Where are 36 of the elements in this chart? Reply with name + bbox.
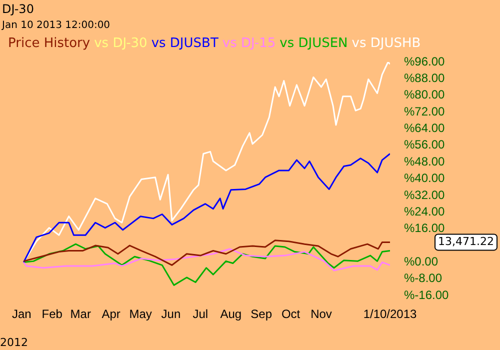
y-tick-label: %-8.00 — [404, 271, 442, 286]
y-tick-label: %24.00 — [404, 204, 446, 218]
y-tick-label: %88.00 — [404, 71, 446, 85]
chart-title: DJ-30 — [2, 2, 34, 16]
x-tick-label: Nov — [310, 307, 332, 322]
text: Price History — [8, 36, 90, 51]
x-tick-label: Feb — [42, 307, 63, 322]
x-tick-label: Jul — [192, 307, 208, 322]
x-tick-label: Jan — [12, 307, 32, 322]
y-tick-label: %40.00 — [404, 171, 446, 186]
chart-subtitle: Jan 10 2013 12:00:00 — [2, 20, 110, 31]
text: vs DJUSBT — [151, 36, 218, 51]
text: vs DJUSEN — [280, 36, 348, 51]
text: 13,471.22 — [438, 235, 494, 248]
series-label: vs DJUSHB — [352, 36, 421, 51]
text: vs DJ-15 — [222, 36, 276, 51]
text: 2012 — [0, 336, 28, 349]
y-tick-label: %96.00 — [404, 54, 446, 68]
y-tick-label: %64.00 — [404, 121, 446, 136]
x-tick-label: Aug — [220, 307, 242, 322]
x-tick-label: Jun — [161, 307, 181, 322]
y-tick-label: %56.00 — [404, 138, 446, 152]
y-tick-label: %48.00 — [404, 154, 446, 168]
legend-label: vs DJ-30 — [94, 36, 148, 51]
x-tick-label: Apr — [102, 307, 120, 322]
x-tick-label: May — [129, 307, 152, 322]
x-tick-label: Mar — [70, 307, 91, 322]
x-tick-label: 1/10/2013 — [363, 307, 418, 322]
x-tick-label: Sep — [250, 307, 272, 322]
x-tick-label: Oct — [281, 307, 301, 322]
y-tick-label: %-16.00 — [404, 288, 450, 302]
y-tick-label: %80.00 — [404, 88, 446, 102]
y-tick-label: %0.00 — [404, 254, 438, 269]
y-tick-label: %16.00 — [404, 221, 446, 236]
y-tick-label: %72.00 — [404, 104, 446, 118]
y-tick-label: %32.00 — [404, 188, 446, 202]
